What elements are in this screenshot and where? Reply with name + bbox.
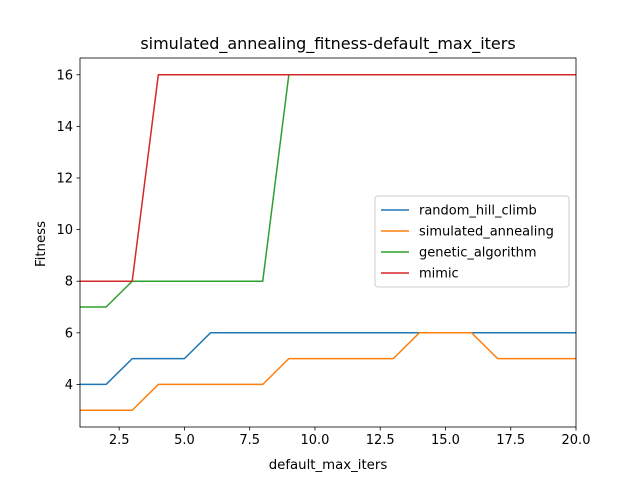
legend-label-genetic-algorithm: genetic_algorithm [419,246,537,261]
y-tick-label: 16 [56,68,73,83]
series-lines [80,74,576,411]
x-tick-label: 5.0 [174,433,195,448]
y-tick-label: 12 [56,171,73,186]
y-axis: 4 6 8 10 12 14 16 [56,68,80,393]
series-line-random-hill-climb [80,332,576,386]
x-tick-label: 20.0 [562,433,591,448]
y-axis-label: Fitness [34,221,49,267]
x-axis: 2.5 5.0 7.5 10.0 12.5 15.0 17.5 20.0 [109,427,591,448]
y-tick-label: 8 [65,275,73,290]
x-tick-label: 17.5 [496,433,525,448]
legend-box [374,195,570,288]
x-tick-label: 10.0 [300,433,329,448]
legend-label-simulated-annealing: simulated_annealing [419,225,554,240]
y-tick-label: 4 [65,378,73,393]
legend-label-mimic: mimic [419,267,459,282]
legend-label-random-hill-climb: random_hill_climb [419,204,537,219]
series-line-simulated-annealing [80,332,576,411]
x-tick-label: 15.0 [431,433,460,448]
legend: random_hill_climb simulated_annealinggene… [374,195,570,288]
x-tick-label: 7.5 [239,433,260,448]
x-tick-label: 12.5 [366,433,395,448]
x-axis-label: default_max_iters [269,458,388,473]
axes-frame [79,57,577,428]
series-line-mimic [80,74,576,282]
plot-area [79,57,577,428]
y-tick-label: 6 [65,326,73,341]
y-tick-label: 10 [56,223,73,238]
chart-title: simulated_annealing_fitness-default_max_… [140,34,515,54]
y-tick-label: 14 [56,120,73,135]
x-tick-label: 2.5 [109,433,130,448]
